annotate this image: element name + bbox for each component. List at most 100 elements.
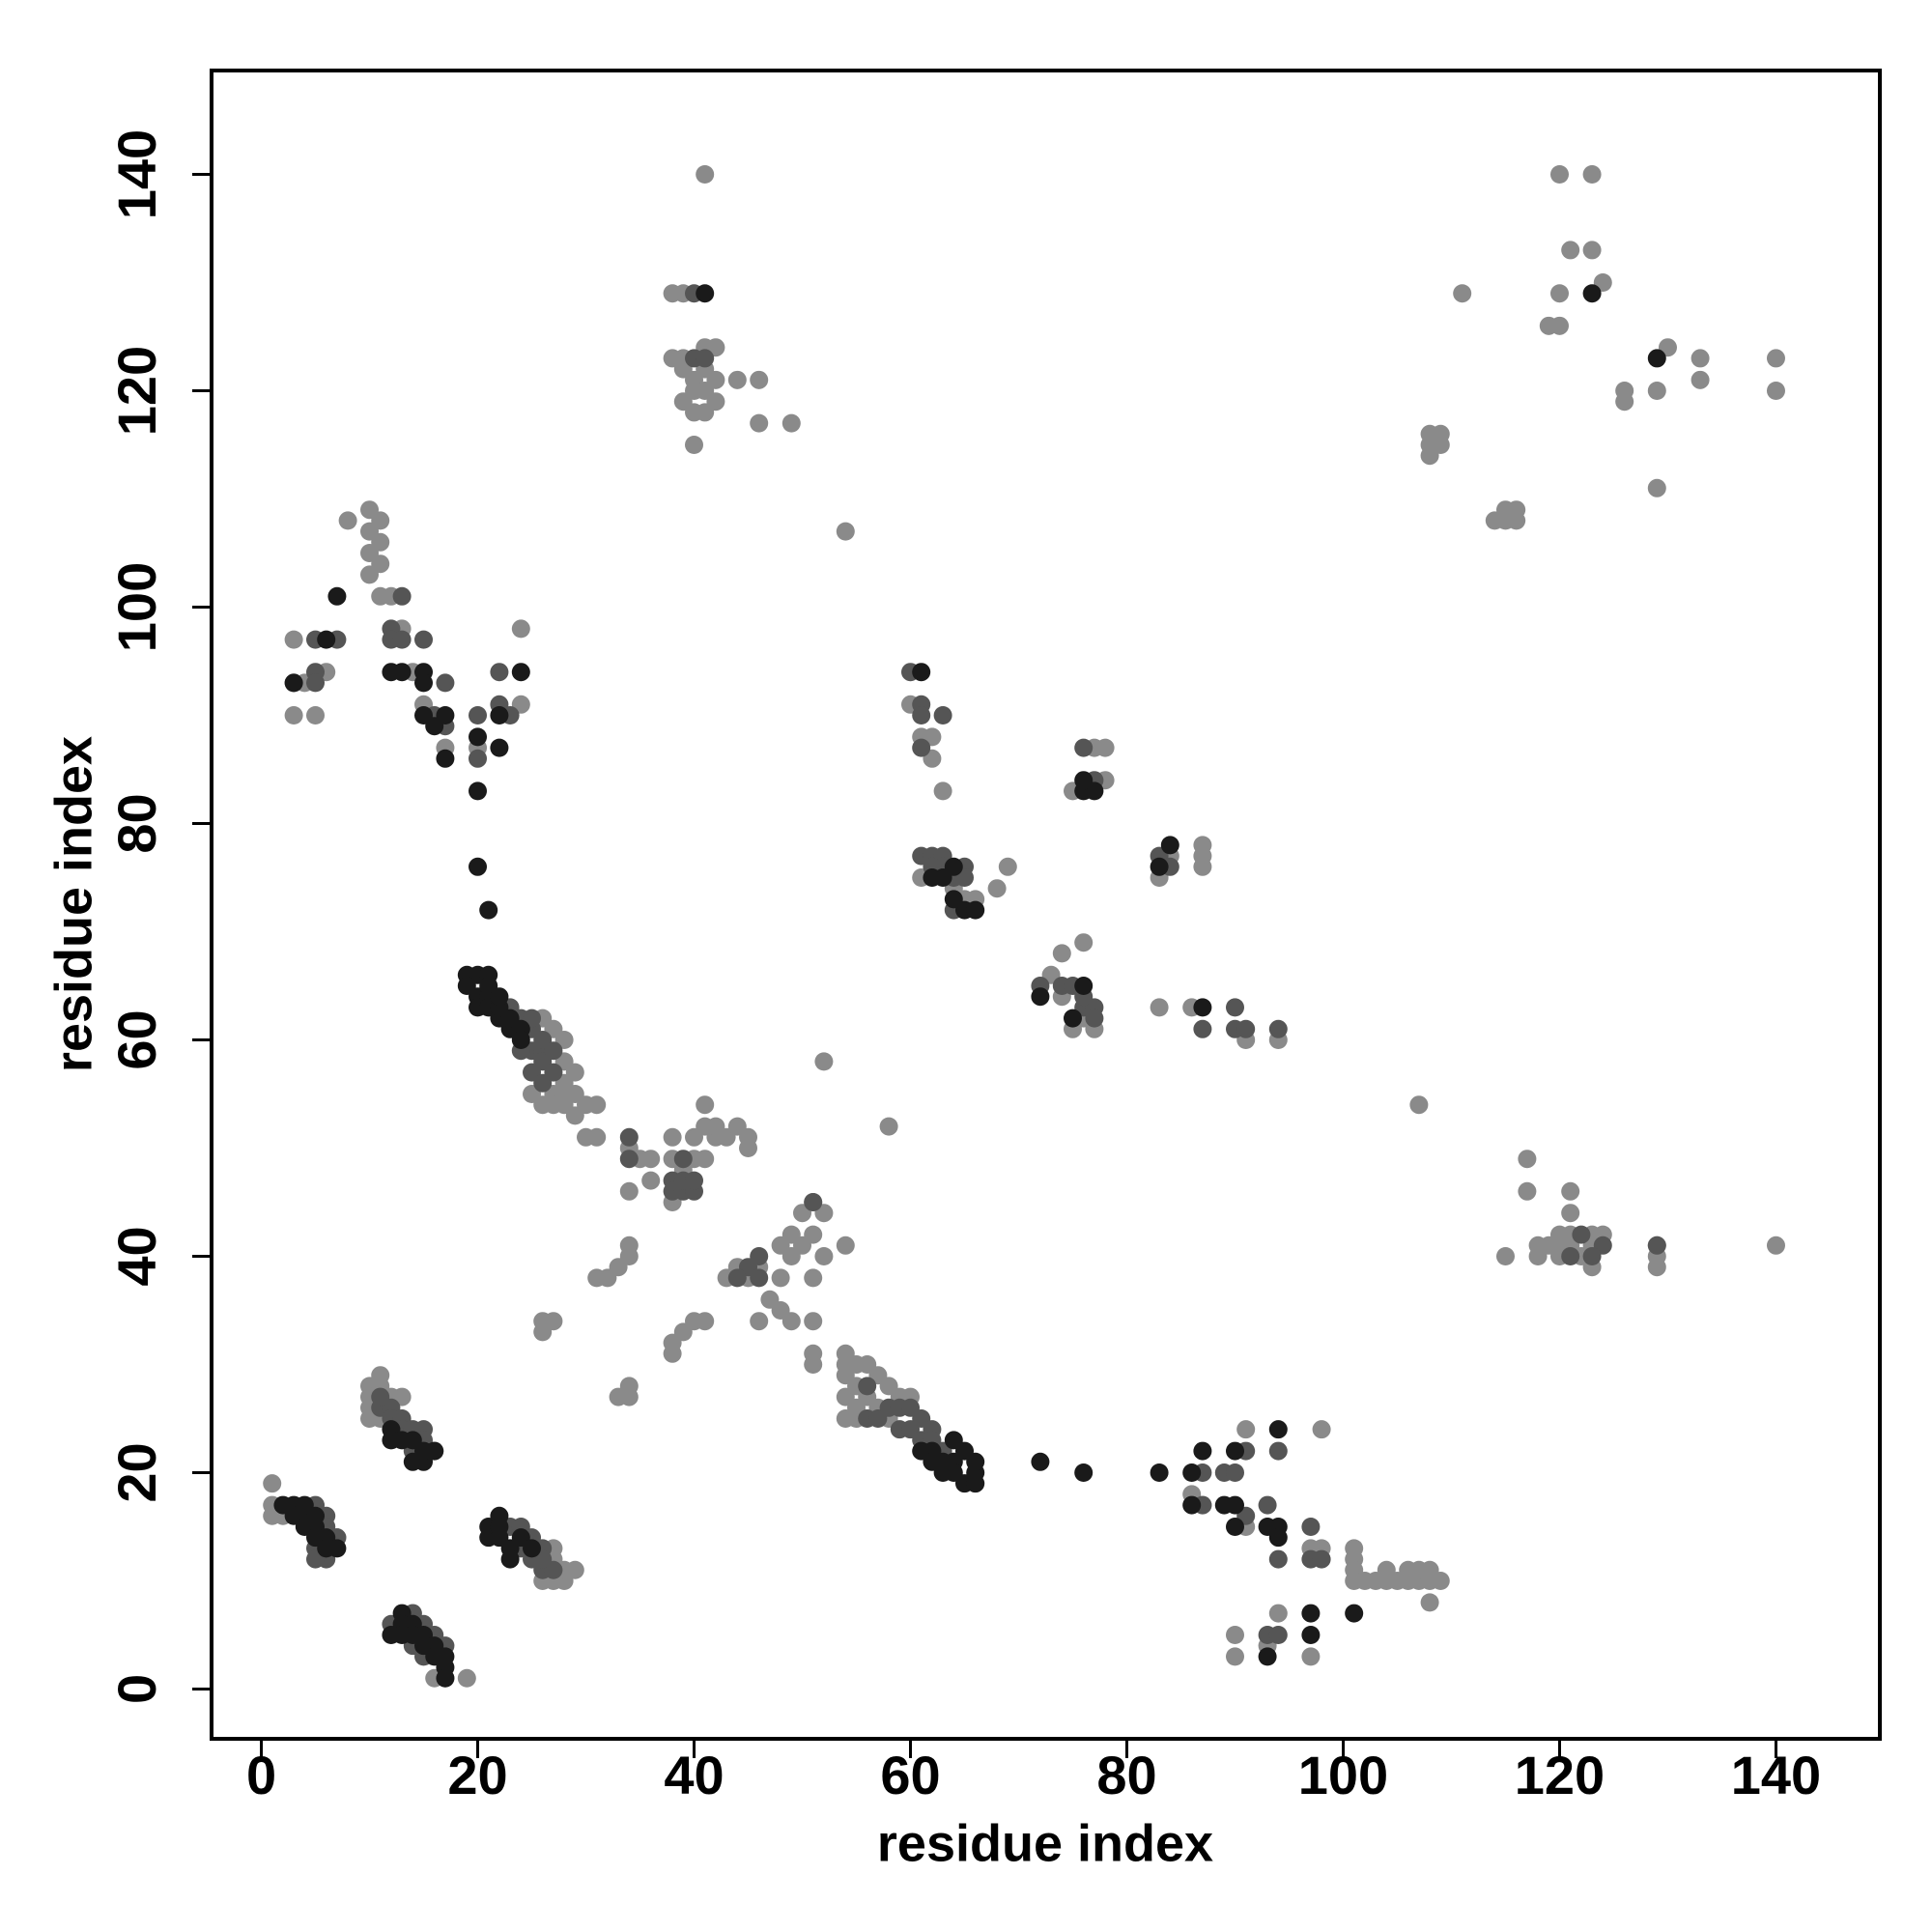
scatter-point xyxy=(436,673,455,693)
scatter-point xyxy=(1495,1246,1515,1265)
scatter-point xyxy=(1312,1549,1331,1569)
scatter-point xyxy=(469,727,488,747)
scatter-point xyxy=(544,1312,563,1331)
scatter-point xyxy=(641,1150,661,1169)
scatter-point xyxy=(306,706,326,725)
scatter-point xyxy=(587,1095,607,1115)
scatter-point xyxy=(1312,1420,1331,1439)
scatter-point xyxy=(696,284,715,303)
scatter-point xyxy=(1549,284,1569,303)
y-tick-label: 20 xyxy=(106,1442,167,1502)
scatter-point xyxy=(327,586,347,606)
scatter-point xyxy=(727,1268,747,1288)
scatter-point xyxy=(1561,1181,1580,1201)
scatter-point xyxy=(1561,1246,1580,1265)
scatter-point xyxy=(382,1431,401,1450)
y-tick-label: 140 xyxy=(106,129,167,219)
scatter-point xyxy=(912,706,931,725)
scatter-point xyxy=(436,1668,455,1688)
scatter-point xyxy=(987,879,1007,898)
scatter-point xyxy=(1225,1517,1244,1536)
scatter-point xyxy=(284,673,303,693)
scatter-point xyxy=(490,706,509,725)
scatter-point xyxy=(392,630,412,649)
scatter-point xyxy=(998,857,1017,876)
scatter-point xyxy=(469,781,488,801)
scatter-point xyxy=(901,1398,921,1417)
scatter-point xyxy=(1031,987,1050,1007)
scatter-point xyxy=(1409,1095,1429,1115)
scatter-point xyxy=(912,663,931,682)
scatter-point xyxy=(663,1127,682,1147)
scatter-point xyxy=(1549,165,1569,185)
scatter-point xyxy=(696,349,715,368)
scatter-point xyxy=(944,890,963,909)
scatter-point xyxy=(1150,1463,1169,1482)
scatter-point xyxy=(955,1441,975,1461)
scatter-point xyxy=(1690,370,1710,389)
scatter-point xyxy=(306,673,326,693)
scatter-point xyxy=(727,370,747,389)
scatter-point xyxy=(1268,1528,1288,1548)
scatter-point xyxy=(490,987,509,1007)
scatter-point xyxy=(392,663,412,682)
scatter-point xyxy=(1507,511,1526,530)
scatter-point xyxy=(750,1268,769,1288)
scatter-point xyxy=(1582,1246,1602,1265)
scatter-point xyxy=(1431,1571,1450,1590)
scatter-point xyxy=(781,1312,801,1331)
scatter-point xyxy=(804,1354,823,1374)
scatter-point xyxy=(836,1236,855,1255)
scatter-point xyxy=(1225,998,1244,1017)
scatter-point xyxy=(1647,1258,1666,1277)
scatter-point xyxy=(1549,316,1569,335)
scatter-point xyxy=(944,857,963,876)
scatter-point xyxy=(619,1387,639,1406)
scatter-point xyxy=(1582,241,1602,260)
scatter-point xyxy=(414,673,434,693)
scatter-point xyxy=(706,392,725,412)
x-tick-label: 140 xyxy=(1731,1745,1821,1805)
scatter-point xyxy=(1615,392,1634,412)
scatter-point xyxy=(1301,1625,1321,1644)
scatter-point xyxy=(696,1312,715,1331)
scatter-point xyxy=(804,1225,823,1244)
scatter-point xyxy=(565,1106,584,1125)
scatter-point xyxy=(673,392,693,412)
scatter-point xyxy=(739,1127,758,1147)
scatter-point xyxy=(696,165,715,185)
y-tick-label: 60 xyxy=(106,1009,167,1069)
scatter-point xyxy=(479,900,498,920)
scatter-point xyxy=(706,370,725,389)
y-tick-label: 40 xyxy=(106,1226,167,1286)
scatter-point xyxy=(392,586,412,606)
scatter-point xyxy=(1301,1647,1321,1666)
scatter-point xyxy=(414,1441,434,1461)
scatter-point xyxy=(966,900,985,920)
x-tick-label: 120 xyxy=(1515,1745,1605,1805)
scatter-point xyxy=(1160,836,1179,855)
scatter-point xyxy=(804,1312,823,1331)
x-axis-label: residue index xyxy=(877,1814,1213,1872)
scatter-point xyxy=(1582,165,1602,185)
scatter-point xyxy=(750,1246,769,1265)
scatter-point xyxy=(490,1517,509,1536)
scatter-point xyxy=(1690,349,1710,368)
scatter-point xyxy=(511,619,530,639)
scatter-point xyxy=(1766,1236,1785,1255)
scatter-point xyxy=(1150,857,1169,876)
scatter-point xyxy=(1225,1441,1244,1461)
scatter-point xyxy=(1150,998,1169,1017)
scatter-point xyxy=(1420,1593,1439,1612)
scatter-point xyxy=(858,1377,877,1396)
scatter-point xyxy=(619,1150,639,1169)
scatter-point xyxy=(804,1268,823,1288)
scatter-point xyxy=(469,857,488,876)
scatter-point xyxy=(1052,944,1071,963)
scatter-point xyxy=(814,1246,834,1265)
scatter-point xyxy=(685,1171,704,1190)
scatter-point xyxy=(1236,1019,1256,1038)
scatter-point xyxy=(619,1236,639,1255)
scatter-point xyxy=(933,706,952,725)
scatter-point xyxy=(1193,857,1212,876)
